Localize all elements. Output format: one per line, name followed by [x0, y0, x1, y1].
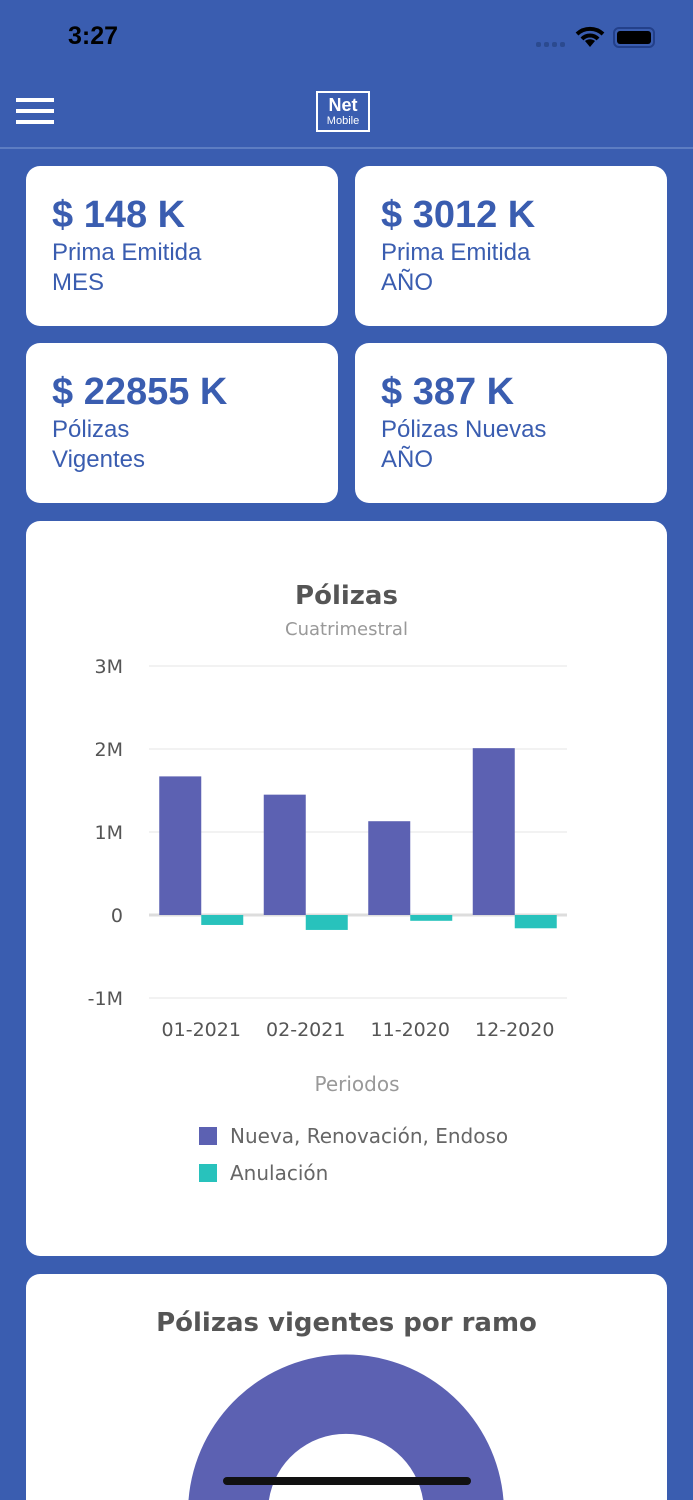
kpi-label: AÑO	[381, 446, 434, 473]
donut-chart	[188, 1354, 504, 1500]
logo-text: Net	[328, 95, 358, 115]
status-bar: 3:27	[0, 0, 693, 76]
bar-anulacion[interactable]	[514, 915, 557, 929]
kpi-label: Prima Emitida	[52, 239, 202, 266]
kpi-label: AÑO	[381, 269, 434, 296]
bar-anulacion[interactable]	[305, 915, 348, 930]
logo-subtext: Mobile	[326, 115, 360, 127]
y-tick-label: 0	[111, 905, 123, 927]
menu-icon[interactable]	[16, 98, 54, 124]
x-tick-label: 11-2020	[371, 1019, 450, 1041]
kpi-value: $ 3012 K	[381, 194, 536, 236]
bar-nueva[interactable]	[472, 748, 515, 915]
home-indicator	[223, 1477, 471, 1485]
bar-nueva[interactable]	[159, 776, 202, 915]
bar-nueva[interactable]	[263, 794, 306, 915]
ramo-chart-card: Pólizas vigentes por ramo	[26, 1274, 667, 1500]
bar-anulacion[interactable]	[410, 915, 453, 921]
kpi-label: MES	[52, 269, 105, 296]
bar-nueva[interactable]	[368, 821, 411, 915]
x-tick-label: 12-2020	[475, 1019, 554, 1041]
y-tick-label: 2M	[95, 739, 123, 761]
y-tick-label: -1M	[88, 988, 123, 1010]
kpi-label: Prima Emitida	[381, 239, 531, 266]
chart-title: Pólizas	[295, 581, 398, 611]
legend-swatch	[199, 1164, 217, 1182]
x-tick-label: 01-2021	[162, 1019, 241, 1041]
legend-label[interactable]: Anulación	[230, 1161, 328, 1185]
kpi-value: $ 387 K	[381, 371, 515, 413]
kpi-card-prima-ano[interactable]: $ 3012 K Prima Emitida AÑO	[355, 166, 667, 326]
signal-icon	[536, 42, 565, 47]
x-tick-label: 02-2021	[266, 1019, 345, 1041]
wifi-icon	[575, 26, 605, 47]
x-axis-label: Periodos	[314, 1072, 399, 1096]
kpi-label: Pólizas	[52, 416, 130, 443]
chart-subtitle: Cuatrimestral	[285, 619, 408, 640]
battery-icon	[613, 27, 655, 48]
chart-title: Pólizas vigentes por ramo	[156, 1308, 537, 1338]
status-time: 3:27	[68, 22, 119, 50]
bar-chart: 3M 2M 1M 0 -1M 01-2021 02-2021 11-2020 12-2020 Pe…	[88, 656, 567, 1185]
donut-slice[interactable]	[188, 1354, 504, 1500]
kpi-label: Vigentes	[52, 446, 145, 473]
y-tick-label: 1M	[95, 822, 123, 844]
kpi-value: $ 148 K	[52, 194, 186, 236]
kpi-card-polizas-vigentes[interactable]: $ 22855 K Pólizas Vigentes	[26, 343, 338, 503]
kpi-card-polizas-nuevas[interactable]: $ 387 K Pólizas Nuevas AÑO	[355, 343, 667, 503]
bar-anulacion[interactable]	[201, 915, 244, 925]
legend-label[interactable]: Nueva, Renovación, Endoso	[230, 1124, 508, 1148]
nav-bar: Net Mobile	[0, 76, 693, 149]
y-tick-label: 3M	[95, 656, 123, 678]
kpi-card-prima-mes[interactable]: $ 148 K Prima Emitida MES	[26, 166, 338, 326]
kpi-value: $ 22855 K	[52, 371, 228, 413]
legend-swatch	[199, 1127, 217, 1145]
app-logo: Net Mobile	[316, 91, 370, 132]
polizas-chart-card: Pólizas Cuatrimestral 3M 2M 1M 0 -1M 01-2021 0…	[26, 521, 667, 1256]
kpi-label: Pólizas Nuevas	[381, 416, 547, 443]
